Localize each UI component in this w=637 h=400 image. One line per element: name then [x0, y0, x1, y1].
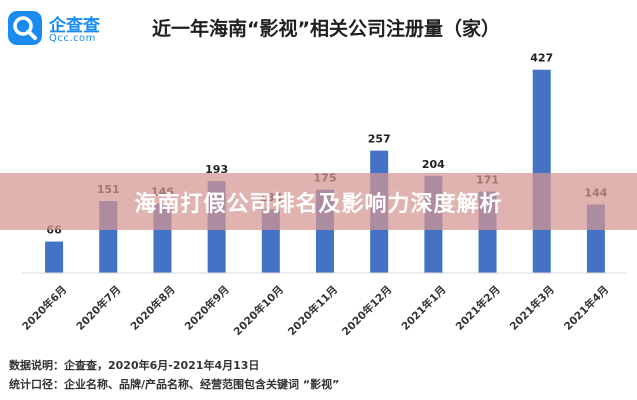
bar-1 [45, 241, 64, 273]
x-tick-label-5: 2020年10月 [231, 283, 286, 338]
header: 企查查 Qcc.com 近一年海南“影视”相关公司注册量（家） [0, 0, 637, 58]
x-tick-label-3: 2020年8月 [128, 283, 178, 333]
qcc-logo: 企查查 Qcc.com [8, 9, 128, 49]
x-tick-label-8: 2021年1月 [399, 283, 449, 333]
x-tick-label-4: 2020年9月 [182, 283, 232, 333]
x-tick-label-1: 2020年6月 [19, 283, 69, 333]
x-tick-label-11: 2021年4月 [561, 283, 611, 333]
bar-value-label-8: 204 [422, 158, 445, 171]
footer-notes: 数据说明：企查查，2020年6月-2021年4月13日 统计口径：企业名称、品牌… [9, 356, 339, 394]
logo-domain: Qcc.com [49, 33, 96, 44]
data-source-note: 数据说明：企查查，2020年6月-2021年4月13日 [9, 359, 260, 372]
x-tick-label-9: 2021年2月 [453, 283, 503, 333]
bar-value-label-10: 427 [530, 52, 553, 65]
overlay-banner: 海南打假公司排名及影响力深度解析 [0, 173, 637, 230]
x-tick-label-10: 2021年3月 [507, 283, 557, 333]
x-tick-label-7: 2020年12月 [339, 283, 394, 338]
qcc-logo-icon [8, 11, 42, 45]
bar-value-label-7: 257 [368, 133, 391, 146]
bar-10 [532, 69, 551, 273]
bar-value-label-4: 193 [205, 163, 228, 176]
statistics-scope-note: 统计口径：企业名称、品牌/产品名称、经营范围包含关键词 “影视” [9, 378, 340, 391]
x-tick-label-2: 2020年7月 [74, 283, 124, 333]
chart-title: 近一年海南“影视”相关公司注册量（家） [152, 18, 500, 40]
x-tick-label-group: 2020年6月 2020年7月 2020年8月 2020年9月 2020年10月 2020… [19, 283, 611, 338]
x-tick-label-6: 2020年11月 [285, 283, 340, 338]
logo-name: 企查查 [49, 16, 100, 36]
banner-text: 海南打假公司排名及影响力深度解析 [134, 191, 503, 217]
